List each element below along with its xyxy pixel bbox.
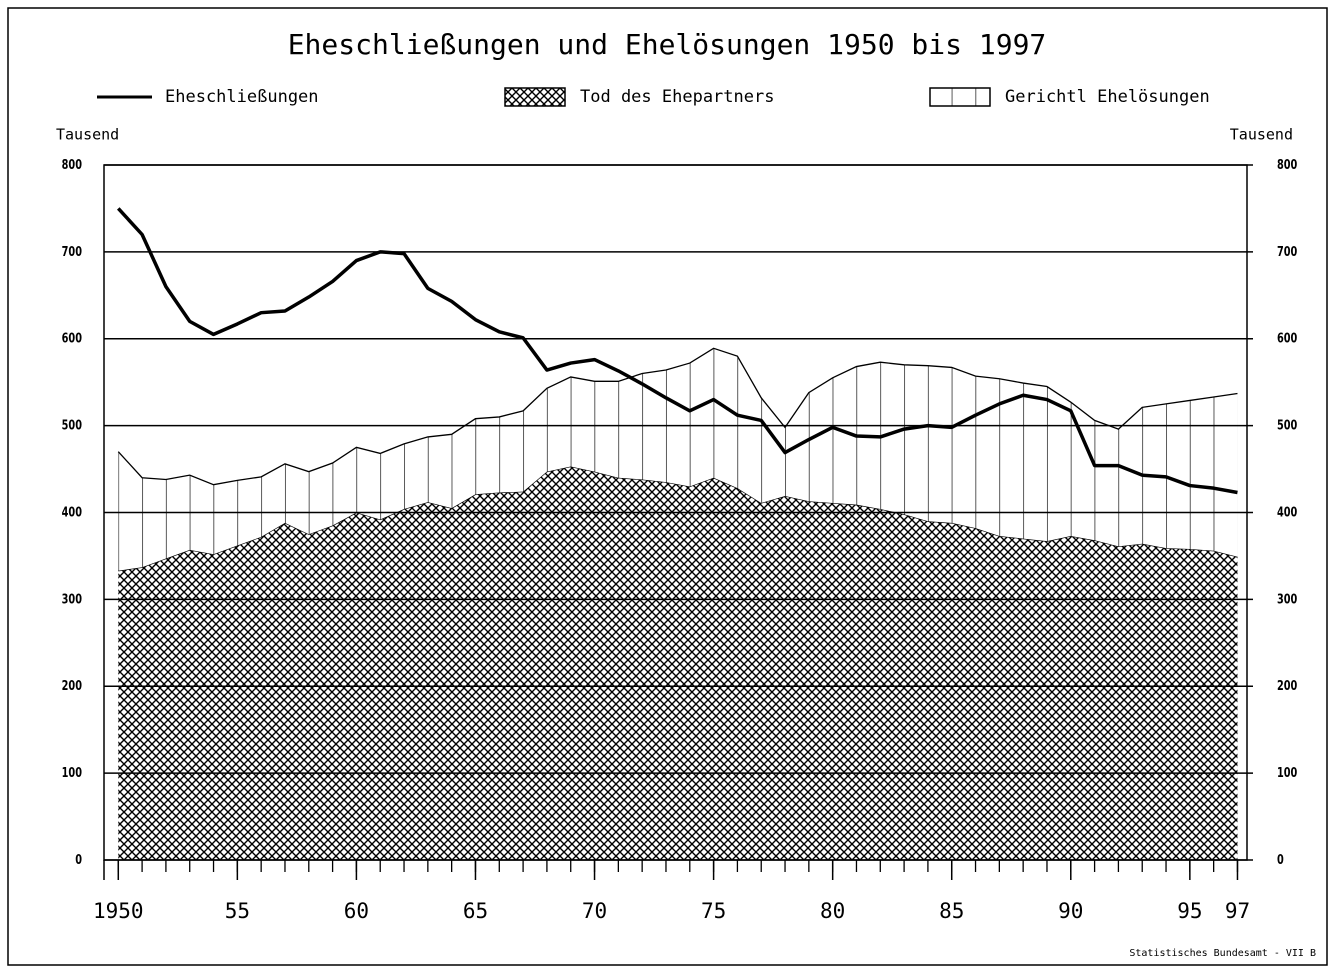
legend-swatch: [929, 87, 991, 107]
y2-tick-label: 400: [1277, 504, 1297, 520]
y2-tick-label: 600: [1277, 330, 1297, 346]
y2-axis-label: Tausend: [1230, 126, 1293, 144]
x-tick-label: 95: [1177, 899, 1202, 923]
y-tick-label: 400: [62, 504, 82, 520]
area: [118, 348, 1238, 571]
y-tick-label: 0: [75, 852, 82, 868]
line: [116, 207, 1238, 495]
y2-tick-label: 100: [1277, 765, 1297, 781]
y2-tick-label: 0: [1277, 852, 1284, 868]
x-tick-label: 90: [1058, 899, 1083, 923]
legend-label: Tod des Ehepartners: [580, 87, 774, 107]
y-tick-label: 200: [62, 678, 82, 694]
area-outline: [117, 347, 1238, 486]
x-tick-label: 55: [225, 899, 250, 923]
area: [118, 466, 1238, 860]
legend-label: Gerichtl Ehelösungen: [1005, 87, 1210, 107]
legend-swatch: [504, 87, 566, 107]
x-tick-label: 65: [463, 899, 488, 923]
x-tick-label: 85: [939, 899, 964, 923]
y-tick-label: 600: [62, 330, 82, 346]
y2-tick-label: 500: [1277, 417, 1297, 433]
y2-tick-label: 700: [1277, 243, 1297, 259]
source: Statistisches Bundesamt - VII B: [1129, 948, 1316, 959]
chart-title: Eheschließungen und Ehelösungen 1950 bis…: [288, 28, 1047, 61]
x-tick-label: 60: [344, 899, 369, 923]
y-tick-label: 100: [62, 765, 82, 781]
frame: [7, 7, 1328, 966]
x-tick-label: 97: [1225, 899, 1250, 923]
y-tick-label: 500: [62, 417, 82, 433]
plot-frame: [103, 164, 1248, 861]
y2-tick-label: 300: [1277, 591, 1297, 607]
y-tick-label: 300: [62, 591, 82, 607]
x-tick-label: 1950: [93, 899, 144, 923]
y-axis-label: Tausend: [56, 126, 119, 144]
y-tick-label: 800: [62, 157, 82, 173]
x-tick-label: 70: [582, 899, 607, 923]
legend-label: Eheschließungen: [165, 87, 319, 107]
x-tick-label: 80: [820, 899, 845, 923]
y-tick-label: 700: [62, 243, 82, 259]
y2-tick-label: 200: [1277, 678, 1297, 694]
y2-tick-label: 800: [1277, 157, 1297, 173]
x-tick-label: 75: [701, 899, 726, 923]
